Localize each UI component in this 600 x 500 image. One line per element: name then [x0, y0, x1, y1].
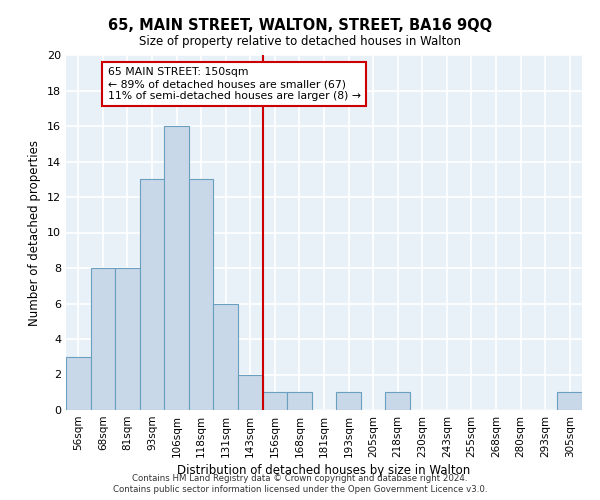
- Bar: [164, 126, 189, 410]
- Bar: [263, 392, 287, 410]
- Text: Contains HM Land Registry data © Crown copyright and database right 2024.
Contai: Contains HM Land Registry data © Crown c…: [113, 474, 487, 494]
- Text: Size of property relative to detached houses in Walton: Size of property relative to detached ho…: [139, 35, 461, 48]
- Text: 65 MAIN STREET: 150sqm
← 89% of detached houses are smaller (67)
11% of semi-det: 65 MAIN STREET: 150sqm ← 89% of detached…: [108, 68, 361, 100]
- Bar: [336, 392, 361, 410]
- Bar: [140, 180, 164, 410]
- Bar: [189, 180, 214, 410]
- Bar: [385, 392, 410, 410]
- Bar: [557, 392, 582, 410]
- Y-axis label: Number of detached properties: Number of detached properties: [28, 140, 41, 326]
- Bar: [287, 392, 312, 410]
- Bar: [115, 268, 140, 410]
- Bar: [66, 357, 91, 410]
- Text: 65, MAIN STREET, WALTON, STREET, BA16 9QQ: 65, MAIN STREET, WALTON, STREET, BA16 9Q…: [108, 18, 492, 32]
- Bar: [238, 374, 263, 410]
- Bar: [91, 268, 115, 410]
- Bar: [214, 304, 238, 410]
- X-axis label: Distribution of detached houses by size in Walton: Distribution of detached houses by size …: [178, 464, 470, 477]
